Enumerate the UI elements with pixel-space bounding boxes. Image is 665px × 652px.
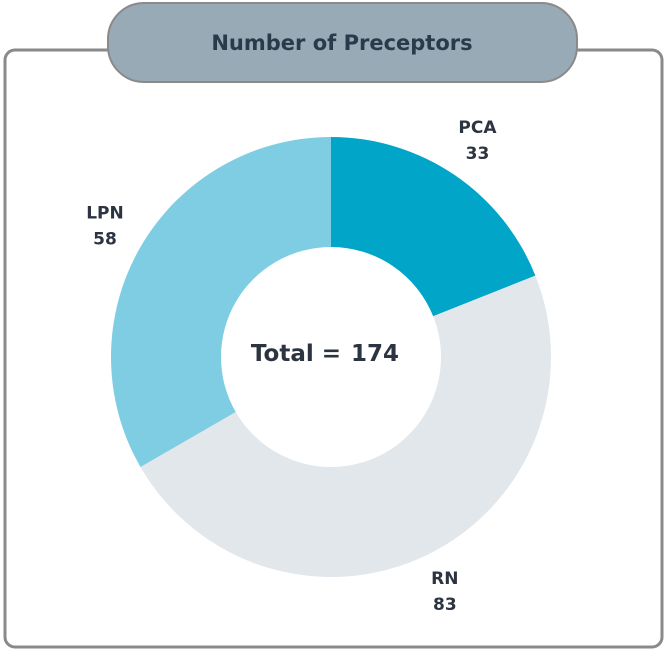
chart-title: Number of Preceptors — [211, 31, 472, 55]
donut — [111, 137, 551, 577]
slice-label: PCA — [458, 118, 497, 138]
title-pill — [107, 2, 578, 83]
slice-label: LPN — [86, 204, 124, 224]
slice — [331, 137, 536, 317]
slice-value: 83 — [433, 595, 457, 615]
slice-value: 58 — [93, 230, 117, 250]
center-label: Total = 174 — [251, 341, 399, 367]
center-text: Total = — [251, 341, 341, 367]
total: 174 — [351, 341, 399, 367]
slice — [111, 137, 332, 467]
slice-label: RN — [431, 569, 458, 589]
slice-value: 33 — [466, 144, 490, 164]
slice — [140, 275, 551, 577]
